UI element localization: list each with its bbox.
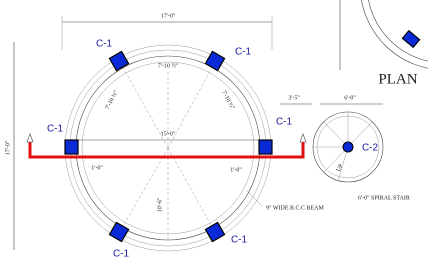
stair-arc-inner — [367, 0, 428, 63]
column-label: C-2 — [362, 143, 379, 154]
column — [205, 51, 224, 70]
dim-text: 17'-0" — [5, 140, 11, 155]
column — [402, 31, 419, 48]
plan-title: PLAN — [378, 71, 417, 87]
column — [65, 140, 78, 154]
dim-text: 3'-5" — [288, 95, 300, 101]
radius-line — [168, 148, 215, 232]
column-label: C-1 — [231, 235, 248, 246]
body: PLAN 17'-0" 17'-0" 7'-10 ½" 7'-10 ½" 7'-… — [0, 0, 428, 262]
stair-label: 6'-0" SPIRAL STAIR — [358, 195, 410, 201]
column — [259, 140, 272, 154]
dim-text: 7'-10 ½" — [104, 89, 120, 111]
dim-text: 1'-0" — [230, 167, 242, 173]
column-label: C-1 — [47, 124, 64, 135]
dim-text: 15'-0" — [161, 131, 176, 137]
beam-note: 9" WIDE R.C.C BEAM — [266, 205, 325, 211]
page: {"plan_title": "PLAN", "dimensions": {"t… — [0, 0, 428, 262]
column-label: C-1 — [96, 39, 113, 50]
dim-text: 7'-10 ½" — [158, 62, 179, 69]
dim-text: 10'-6" — [157, 197, 163, 212]
column — [205, 222, 224, 241]
stair-arc — [360, 0, 428, 70]
column-label: C-1 — [113, 249, 130, 260]
dim-text: 1'-0" — [91, 165, 103, 171]
drawing: PLAN 17'-0" 17'-0" 7'-10 ½" 7'-10 ½" 7'-… — [0, 0, 428, 262]
radius-line — [120, 148, 168, 232]
column-label: C-1 — [235, 47, 252, 58]
column — [109, 222, 128, 241]
dim-text: 6'-0" — [344, 95, 356, 101]
dim-text: 17'-0" — [161, 13, 176, 19]
stair-column — [343, 142, 353, 152]
stair-note: UP — [336, 163, 345, 173]
column-label: C-1 — [276, 117, 293, 128]
